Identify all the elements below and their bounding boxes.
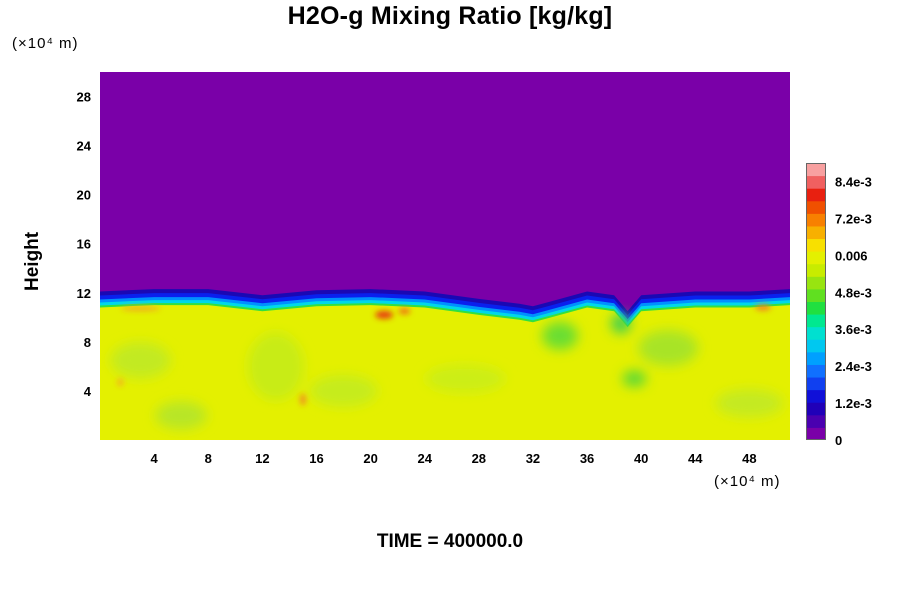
colorbar-step (806, 402, 826, 416)
colorbar-step (806, 276, 826, 290)
colorbar-tick-label: 2.4e-3 (835, 359, 872, 374)
colorbar-step (806, 213, 826, 227)
texture-blob (155, 401, 208, 430)
heatmap-plot-area (100, 72, 790, 440)
colorbar-step (806, 377, 826, 391)
colorbar-step (806, 364, 826, 378)
colorbar-step (806, 188, 826, 202)
high-value-patch (299, 393, 306, 406)
colorbar-step (806, 251, 826, 265)
time-annotation: TIME = 400000.0 (376, 531, 524, 552)
colorbar-ticks: 0 1.2e-3 2.4e-3 3.6e-3 4.8e-3 0.006 7.2e-3 8.4e… (835, 174, 872, 448)
x-tick-label: 20 (363, 451, 377, 466)
colorbar (806, 163, 826, 440)
colorbar-step (806, 263, 826, 277)
y-tick-label: 8 (84, 335, 91, 350)
texture-blob (247, 332, 304, 401)
x-axis-unit-label: (×10⁴ m) (714, 473, 781, 490)
y-tick-label: 20 (77, 188, 91, 203)
colorbar-step (806, 200, 826, 214)
texture-blob (715, 389, 784, 418)
x-tick-label: 12 (255, 451, 269, 466)
colorbar-step (806, 163, 826, 177)
texture-blob (110, 342, 171, 379)
colorbar-tick-label: 4.8e-3 (835, 285, 872, 300)
colorbar-steps (806, 163, 826, 440)
colorbar-step (806, 351, 826, 365)
high-value-patch (120, 306, 161, 311)
colorbar-step (806, 326, 826, 340)
y-tick-label: 12 (77, 286, 91, 301)
high-value-patch (398, 308, 411, 315)
colorbar-step (806, 175, 826, 189)
x-tick-label: 8 (205, 451, 212, 466)
y-tick-label: 28 (77, 90, 91, 105)
colorbar-tick-label: 0.006 (835, 248, 868, 263)
colorbar-step (806, 427, 826, 440)
colorbar-tick-label: 0 (835, 433, 842, 448)
x-tick-label: 44 (688, 451, 703, 466)
high-value-patch (375, 310, 394, 319)
colorbar-step (806, 301, 826, 315)
texture-blob (622, 370, 647, 387)
texture-blob (610, 313, 631, 334)
colorbar-step (806, 238, 826, 252)
x-tick-label: 32 (526, 451, 540, 466)
colorbar-tick-label: 8.4e-3 (835, 174, 872, 189)
moist-high-values (117, 304, 771, 406)
x-tick-label: 36 (580, 451, 594, 466)
colorbar-tick-label: 7.2e-3 (835, 211, 872, 226)
y-axis-ticks: 4 8 12 16 20 24 28 (77, 90, 92, 399)
moist-texture (110, 313, 784, 430)
colorbar-tick-label: 1.2e-3 (835, 396, 872, 411)
y-tick-label: 4 (84, 384, 92, 399)
texture-blob (542, 321, 578, 350)
y-tick-label: 16 (77, 237, 91, 252)
x-tick-label: 28 (472, 451, 486, 466)
y-tick-label: 24 (77, 139, 92, 154)
colorbar-step (806, 314, 826, 328)
colorbar-tick-label: 3.6e-3 (835, 322, 872, 337)
high-value-patch (117, 378, 124, 387)
moist-lower-layer (100, 289, 790, 440)
texture-blob (425, 364, 506, 393)
x-axis-ticks: 4 8 12 16 20 24 28 32 36 40 44 48 (151, 451, 757, 466)
texture-blob (309, 374, 378, 407)
x-tick-label: 40 (634, 451, 648, 466)
x-tick-label: 24 (417, 451, 432, 466)
y-axis-unit-label: (×10⁴ m) (12, 35, 79, 52)
chart-title: H2O-g Mixing Ratio [kg/kg] (287, 2, 613, 30)
x-tick-label: 4 (151, 451, 159, 466)
colorbar-step (806, 225, 826, 240)
colorbar-step (806, 288, 826, 302)
x-tick-label: 16 (309, 451, 323, 466)
colorbar-step (806, 389, 826, 403)
texture-blob (638, 330, 699, 366)
colorbar-step (806, 414, 826, 428)
x-tick-label: 48 (742, 451, 756, 466)
colorbar-step (806, 339, 826, 353)
high-value-patch (754, 304, 771, 311)
